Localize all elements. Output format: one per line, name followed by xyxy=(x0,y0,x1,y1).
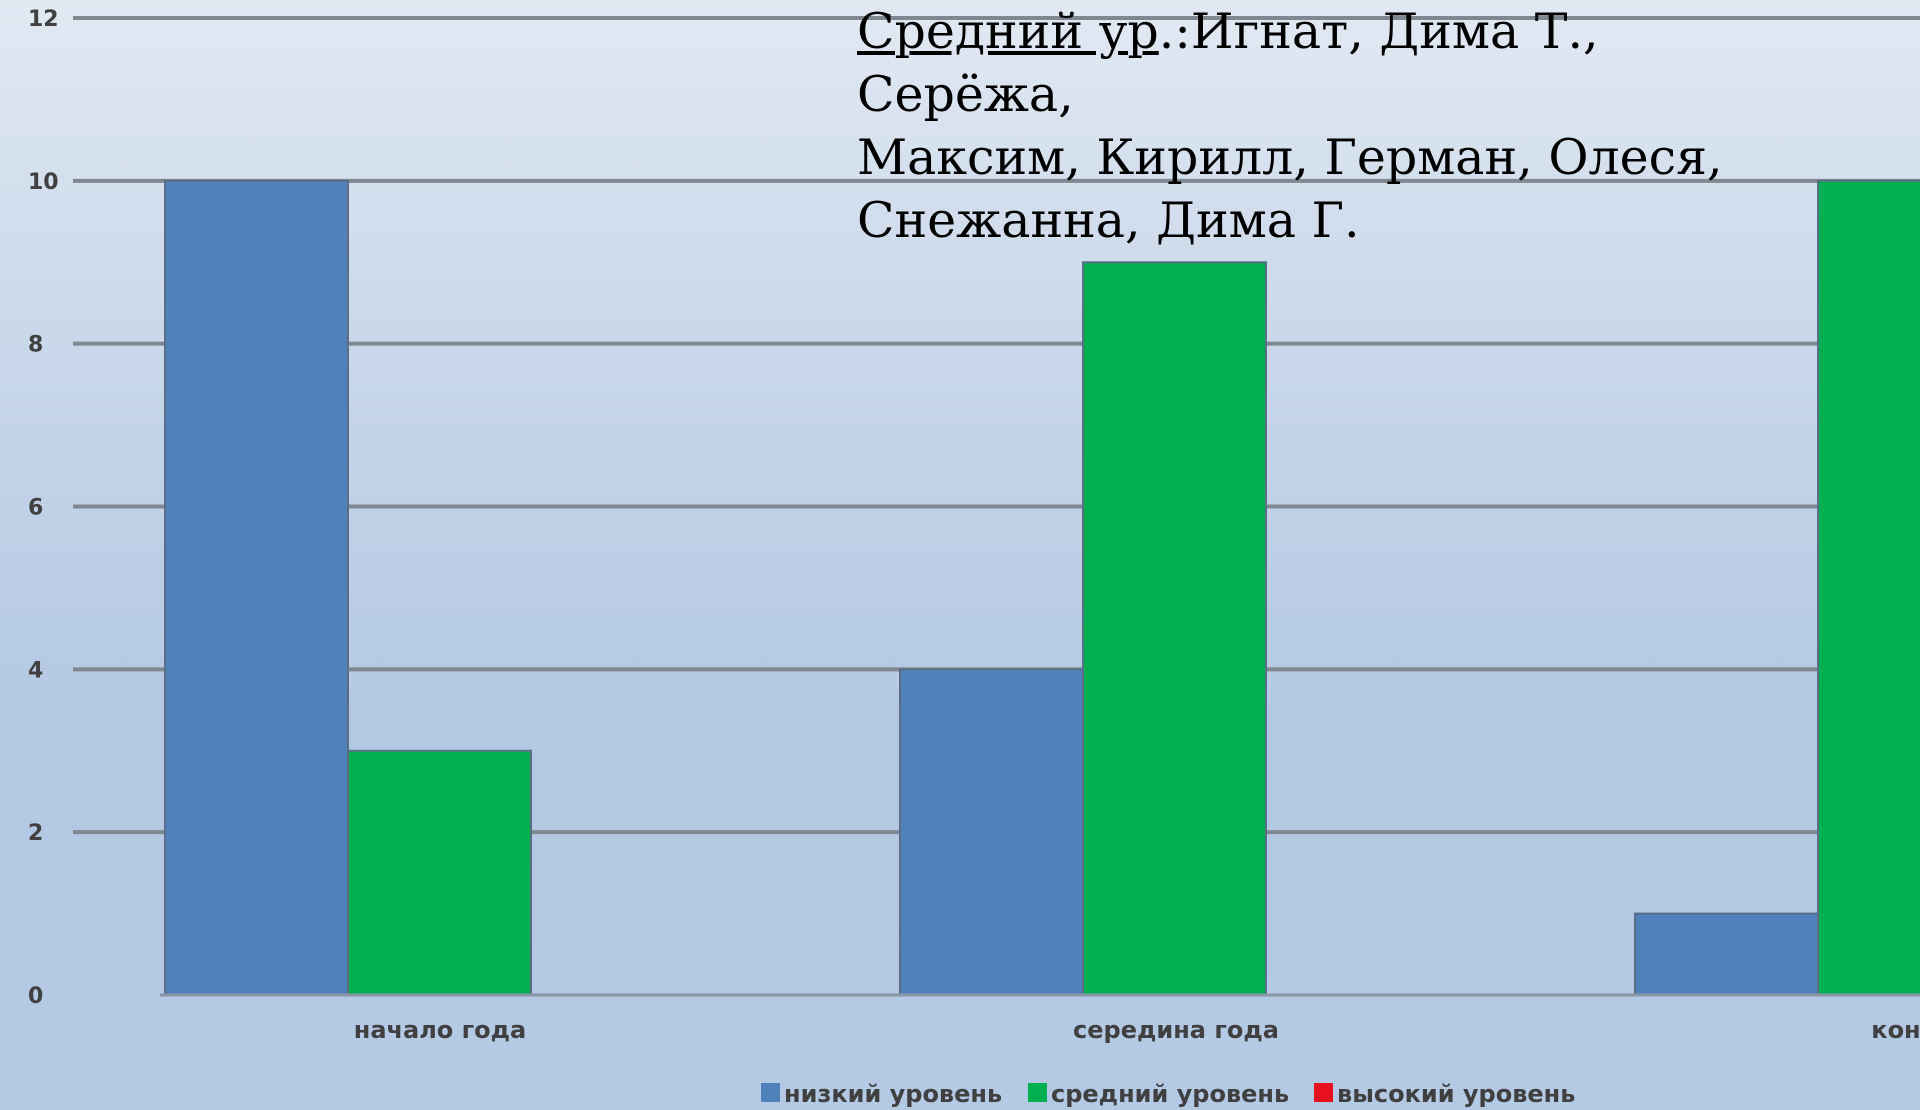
annotation-line-3: Снежанна, Дима Г. xyxy=(857,192,1360,249)
bar xyxy=(1634,912,1819,996)
bar xyxy=(899,668,1084,996)
y-axis-tick-labels: 0 2 4 6 8 10 12 xyxy=(28,7,59,1009)
y-tick-label: 10 xyxy=(28,170,59,195)
bar xyxy=(347,749,532,996)
annotation-line-1: Средний ур.:Игнат, Дима Т., Серёжа, xyxy=(857,0,1757,126)
bars xyxy=(164,179,1920,997)
legend-swatch xyxy=(761,1083,780,1102)
y-tick-label: 0 xyxy=(28,984,43,1009)
legend-label: средний уровень xyxy=(1051,1080,1289,1108)
bar xyxy=(164,179,349,997)
x-category-label: середина года xyxy=(1073,1016,1279,1044)
y-tick-label: 2 xyxy=(28,821,43,846)
gridlines xyxy=(73,16,1920,835)
y-tick-label: 6 xyxy=(28,496,43,521)
bar xyxy=(1082,261,1267,996)
y-tick-label: 12 xyxy=(28,7,59,32)
legend-label: высокий уровень xyxy=(1337,1080,1575,1108)
y-tick-label: 4 xyxy=(28,658,43,683)
annotation-line-1-text: .:Игнат, Дима Т., Серёжа, xyxy=(857,3,1599,123)
annotation-underlined-label: Средний ур xyxy=(857,3,1159,60)
x-axis-category-labels: начало года середина года конец xyxy=(354,1016,1920,1044)
legend-swatch xyxy=(1028,1083,1047,1102)
y-tick-label: 8 xyxy=(28,333,43,358)
legend-label: низкий уровень xyxy=(784,1080,1002,1108)
x-category-label: начало года xyxy=(354,1016,526,1044)
annotation-text: Средний ур.:Игнат, Дима Т., Серёжа, Макс… xyxy=(857,0,1757,252)
legend: низкий уровень средний уровень высокий уро… xyxy=(761,1080,1575,1108)
x-category-label: конец xyxy=(1871,1016,1920,1044)
bar xyxy=(1817,179,1920,997)
annotation-line-2: Максим, Кирилл, Герман, Олеся, xyxy=(857,129,1723,186)
legend-swatch xyxy=(1314,1083,1333,1102)
